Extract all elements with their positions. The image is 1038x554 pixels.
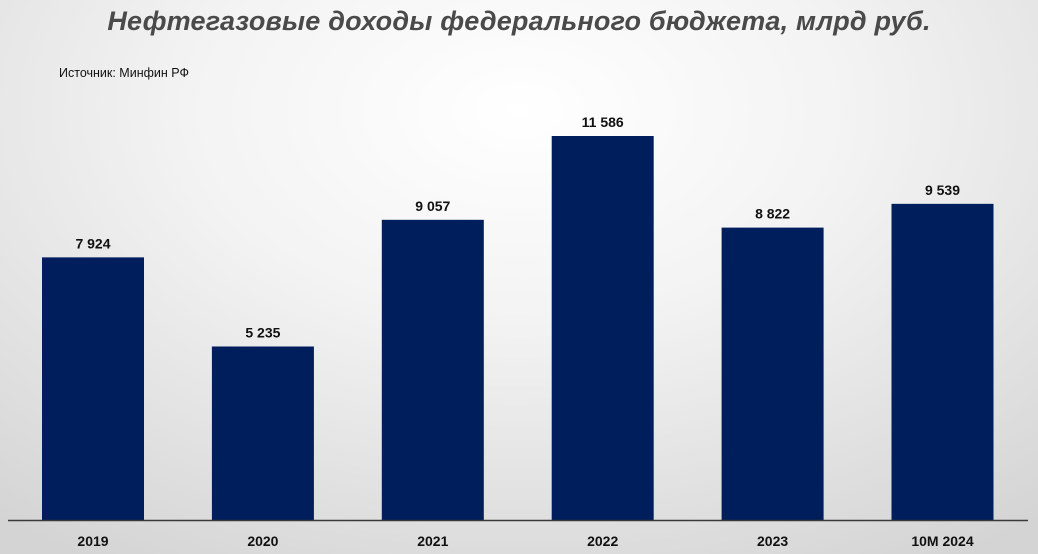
value-label-10m-2024: 9 539	[925, 182, 960, 198]
value-label-2020: 5 235	[245, 324, 280, 340]
value-label-2021: 9 057	[415, 198, 450, 214]
x-tick-label-2022: 2022	[587, 533, 618, 549]
value-label-2023: 8 822	[755, 206, 790, 222]
chart-source: Источник: Минфин РФ	[59, 66, 189, 80]
bar-10m-2024	[891, 203, 994, 520]
x-tick-labels-group: 2019 2020 2021 2022 2023 10M 2024	[77, 533, 973, 549]
bar-2022	[551, 136, 654, 520]
bar-2019	[42, 257, 144, 520]
x-tick-label-2021: 2021	[417, 533, 448, 549]
x-tick-label-2023: 2023	[757, 533, 788, 549]
value-label-2022: 11 586	[582, 114, 624, 130]
x-tick-label-2019: 2019	[77, 533, 108, 549]
bar-2021	[381, 219, 484, 521]
bar-2020	[211, 346, 314, 520]
x-tick-label-2020: 2020	[247, 533, 278, 549]
chart-title: Нефтегазовые доходы федерального бюджета…	[107, 6, 931, 36]
x-tick-label-10m-2024: 10M 2024	[911, 533, 973, 549]
value-labels-group: 7 924 5 235 9 057 11 586 8 822 9 539	[75, 114, 960, 340]
bar-2023	[721, 227, 824, 520]
value-label-2019: 7 924	[75, 235, 110, 251]
bars-group	[42, 136, 994, 521]
